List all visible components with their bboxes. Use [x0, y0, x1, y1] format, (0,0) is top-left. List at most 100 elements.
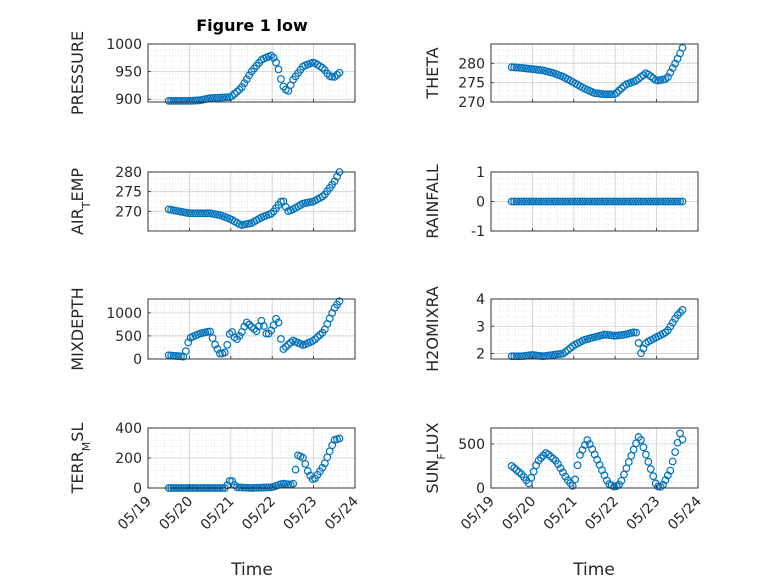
data-point — [235, 331, 244, 340]
data-point — [196, 209, 205, 218]
data-point — [673, 197, 682, 206]
x-tick-label: 05/19 — [115, 494, 155, 534]
data-point — [318, 463, 327, 472]
data-point — [607, 90, 616, 99]
data-point — [534, 197, 543, 206]
data-point — [568, 481, 577, 490]
y-axis-label-8: SUNFLUX — [423, 422, 448, 493]
data-point — [284, 340, 293, 349]
axes-box — [147, 171, 356, 232]
data-point — [245, 71, 254, 80]
data-point — [176, 96, 185, 105]
data-point — [583, 436, 592, 444]
data-point — [179, 96, 188, 105]
subplot-7: 0 200 400 05/19 05/20 05/21 05/22 05/23 05/24 TER… — [68, 421, 362, 533]
data-point — [532, 197, 540, 206]
data-point — [274, 65, 283, 74]
data-point — [566, 197, 575, 206]
data-point — [634, 339, 643, 347]
data-point — [617, 84, 626, 93]
x-tick-label: 05/20 — [156, 494, 196, 534]
data-point — [272, 314, 280, 323]
data-point — [568, 197, 577, 206]
data-point — [194, 96, 202, 105]
subplot-8: 0 500 05/19 05/20 05/21 05/22 05/23 05/24 SUNFLU… — [423, 422, 705, 533]
data-point — [632, 197, 641, 206]
data-point — [240, 322, 249, 331]
data-point — [559, 468, 567, 477]
data-point — [602, 90, 611, 99]
y-tick-label: 270 — [115, 204, 142, 220]
data-point — [580, 197, 589, 206]
data-point — [678, 197, 687, 206]
data-point — [578, 197, 587, 206]
y-tick-label: 1 — [476, 165, 485, 181]
y-tick-label: 0 — [476, 481, 485, 497]
data-point — [279, 345, 288, 353]
data-point — [318, 63, 327, 72]
data-point — [515, 468, 523, 477]
data-point — [668, 64, 677, 72]
data-point — [208, 334, 217, 342]
data-point — [181, 347, 190, 356]
data-point — [544, 197, 553, 206]
data-point — [281, 342, 290, 351]
y-tick-label: 275 — [458, 76, 485, 92]
data-point — [301, 460, 310, 468]
data-point — [583, 197, 592, 206]
data-point — [512, 197, 521, 206]
data-point — [328, 72, 337, 81]
axes-box — [147, 43, 356, 103]
data-point — [605, 197, 614, 206]
subplot-6: 2 3 4 H2OMIXRA — [423, 286, 699, 372]
x-tick-label: 05/21 — [198, 494, 238, 534]
data-point — [600, 197, 609, 206]
data-point — [233, 87, 241, 96]
data-point — [267, 209, 276, 218]
data-point — [335, 68, 344, 77]
data-point — [517, 197, 526, 206]
data-point — [649, 472, 658, 481]
x-tick-label: 05/24 — [665, 493, 705, 533]
data-point — [668, 457, 677, 466]
data-point — [510, 464, 519, 472]
x-tick-label: 05/19 — [458, 494, 498, 534]
data-point — [201, 209, 210, 218]
data-point — [333, 172, 341, 181]
data-point — [335, 297, 344, 306]
data-point — [527, 197, 536, 206]
data-point — [659, 197, 667, 206]
data-point — [610, 331, 619, 340]
data-point — [223, 340, 232, 349]
data-point — [216, 349, 224, 358]
data-point — [559, 197, 567, 206]
data-point — [612, 197, 621, 206]
data-point — [663, 197, 672, 206]
data-point — [242, 75, 251, 84]
data-point — [267, 51, 276, 60]
data-point — [316, 330, 324, 339]
y-axis-label-6: H2OMIXRA — [423, 286, 442, 372]
data-point — [546, 452, 555, 461]
data-point — [646, 465, 655, 473]
data-point — [220, 348, 229, 357]
data-point — [593, 197, 601, 206]
data-point — [289, 479, 298, 488]
data-point — [541, 197, 550, 206]
data-point — [646, 197, 655, 206]
data-point — [172, 96, 180, 105]
y-tick-label: 0 — [133, 481, 142, 497]
data-point — [529, 197, 538, 206]
y-axis-label-3: AIRTEMP — [68, 168, 93, 235]
data-point — [671, 59, 680, 68]
y-tick-label: 1000 — [106, 37, 142, 53]
data-point — [663, 326, 672, 335]
y-tick-label: 4 — [476, 292, 485, 308]
y-tick-label: 270 — [458, 95, 485, 111]
data-point — [600, 90, 609, 99]
data-point — [164, 96, 173, 105]
data-point — [507, 63, 516, 72]
data-point — [561, 197, 570, 206]
data-point — [176, 352, 185, 361]
data-point — [546, 197, 555, 206]
